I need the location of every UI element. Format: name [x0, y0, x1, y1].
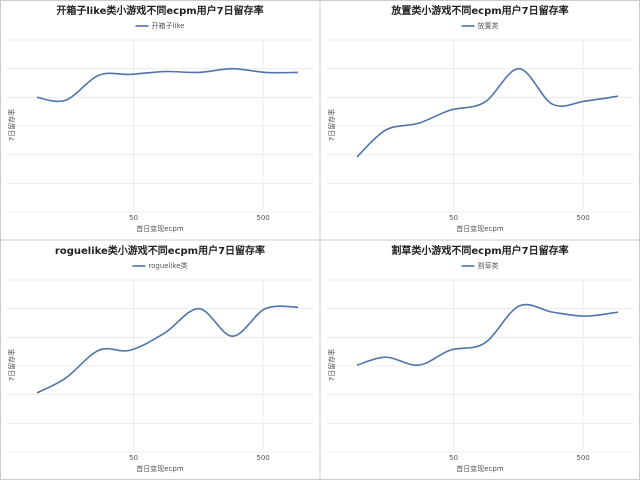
chart-title: roguelike类小游戏不同ecpm用户7日留存率	[55, 244, 265, 257]
y-axis-label: 7日留存率	[7, 349, 16, 381]
x-axis-label: 首日变现ecpm	[136, 224, 184, 233]
chart-title: 开箱子like类小游戏不同ecpm用户7日留存率	[56, 4, 263, 17]
chart-title: 割草类小游戏不同ecpm用户7日留存率	[391, 244, 568, 257]
x-tick-label: 50	[129, 214, 138, 222]
legend-label: 开箱子like	[151, 21, 184, 30]
legend: roguelike类	[132, 261, 188, 270]
y-axis-label: 7日留存率	[327, 349, 336, 381]
chart-panel: 放置类小游戏不同ecpm用户7日留存率 50 500 首日变现ecpm 7日留存率 放置类	[327, 4, 633, 233]
x-tick-label: 500	[256, 454, 269, 462]
y-axis-label: 7日留存率	[327, 109, 336, 141]
legend-label: roguelike类	[148, 261, 187, 270]
x-tick-label: 50	[449, 214, 458, 222]
y-axis-label: 7日留存率	[7, 109, 16, 141]
line-series	[356, 303, 619, 366]
legend: 割草类	[461, 261, 499, 270]
x-axis-label: 首日变现ecpm	[456, 464, 504, 473]
legend-label: 割草类	[478, 261, 499, 270]
chart-panel: 开箱子like类小游戏不同ecpm用户7日留存率 50 500 首日变现ecpm 7日留…	[7, 4, 313, 233]
x-tick-label: 50	[449, 454, 458, 462]
legend-label: 放置类	[478, 21, 499, 30]
x-axis-label: 首日变现ecpm	[456, 224, 504, 233]
chart-panel: roguelike类小游戏不同ecpm用户7日留存率 50 500 首日变现ecpm 7…	[7, 244, 313, 473]
x-tick-label: 500	[576, 214, 589, 222]
legend: 开箱子like	[135, 21, 185, 30]
line-series	[356, 67, 619, 158]
legend: 放置类	[461, 21, 499, 30]
x-tick-label: 500	[576, 454, 589, 462]
x-axis-label: 首日变现ecpm	[136, 464, 184, 473]
line-series	[36, 67, 299, 103]
chart-panel: 割草类小游戏不同ecpm用户7日留存率 50 500 首日变现ecpm 7日留存率 割草类	[327, 244, 633, 473]
x-tick-label: 50	[129, 454, 138, 462]
x-tick-label: 500	[256, 214, 269, 222]
chart-title: 放置类小游戏不同ecpm用户7日留存率	[390, 4, 568, 17]
line-series	[36, 305, 299, 394]
